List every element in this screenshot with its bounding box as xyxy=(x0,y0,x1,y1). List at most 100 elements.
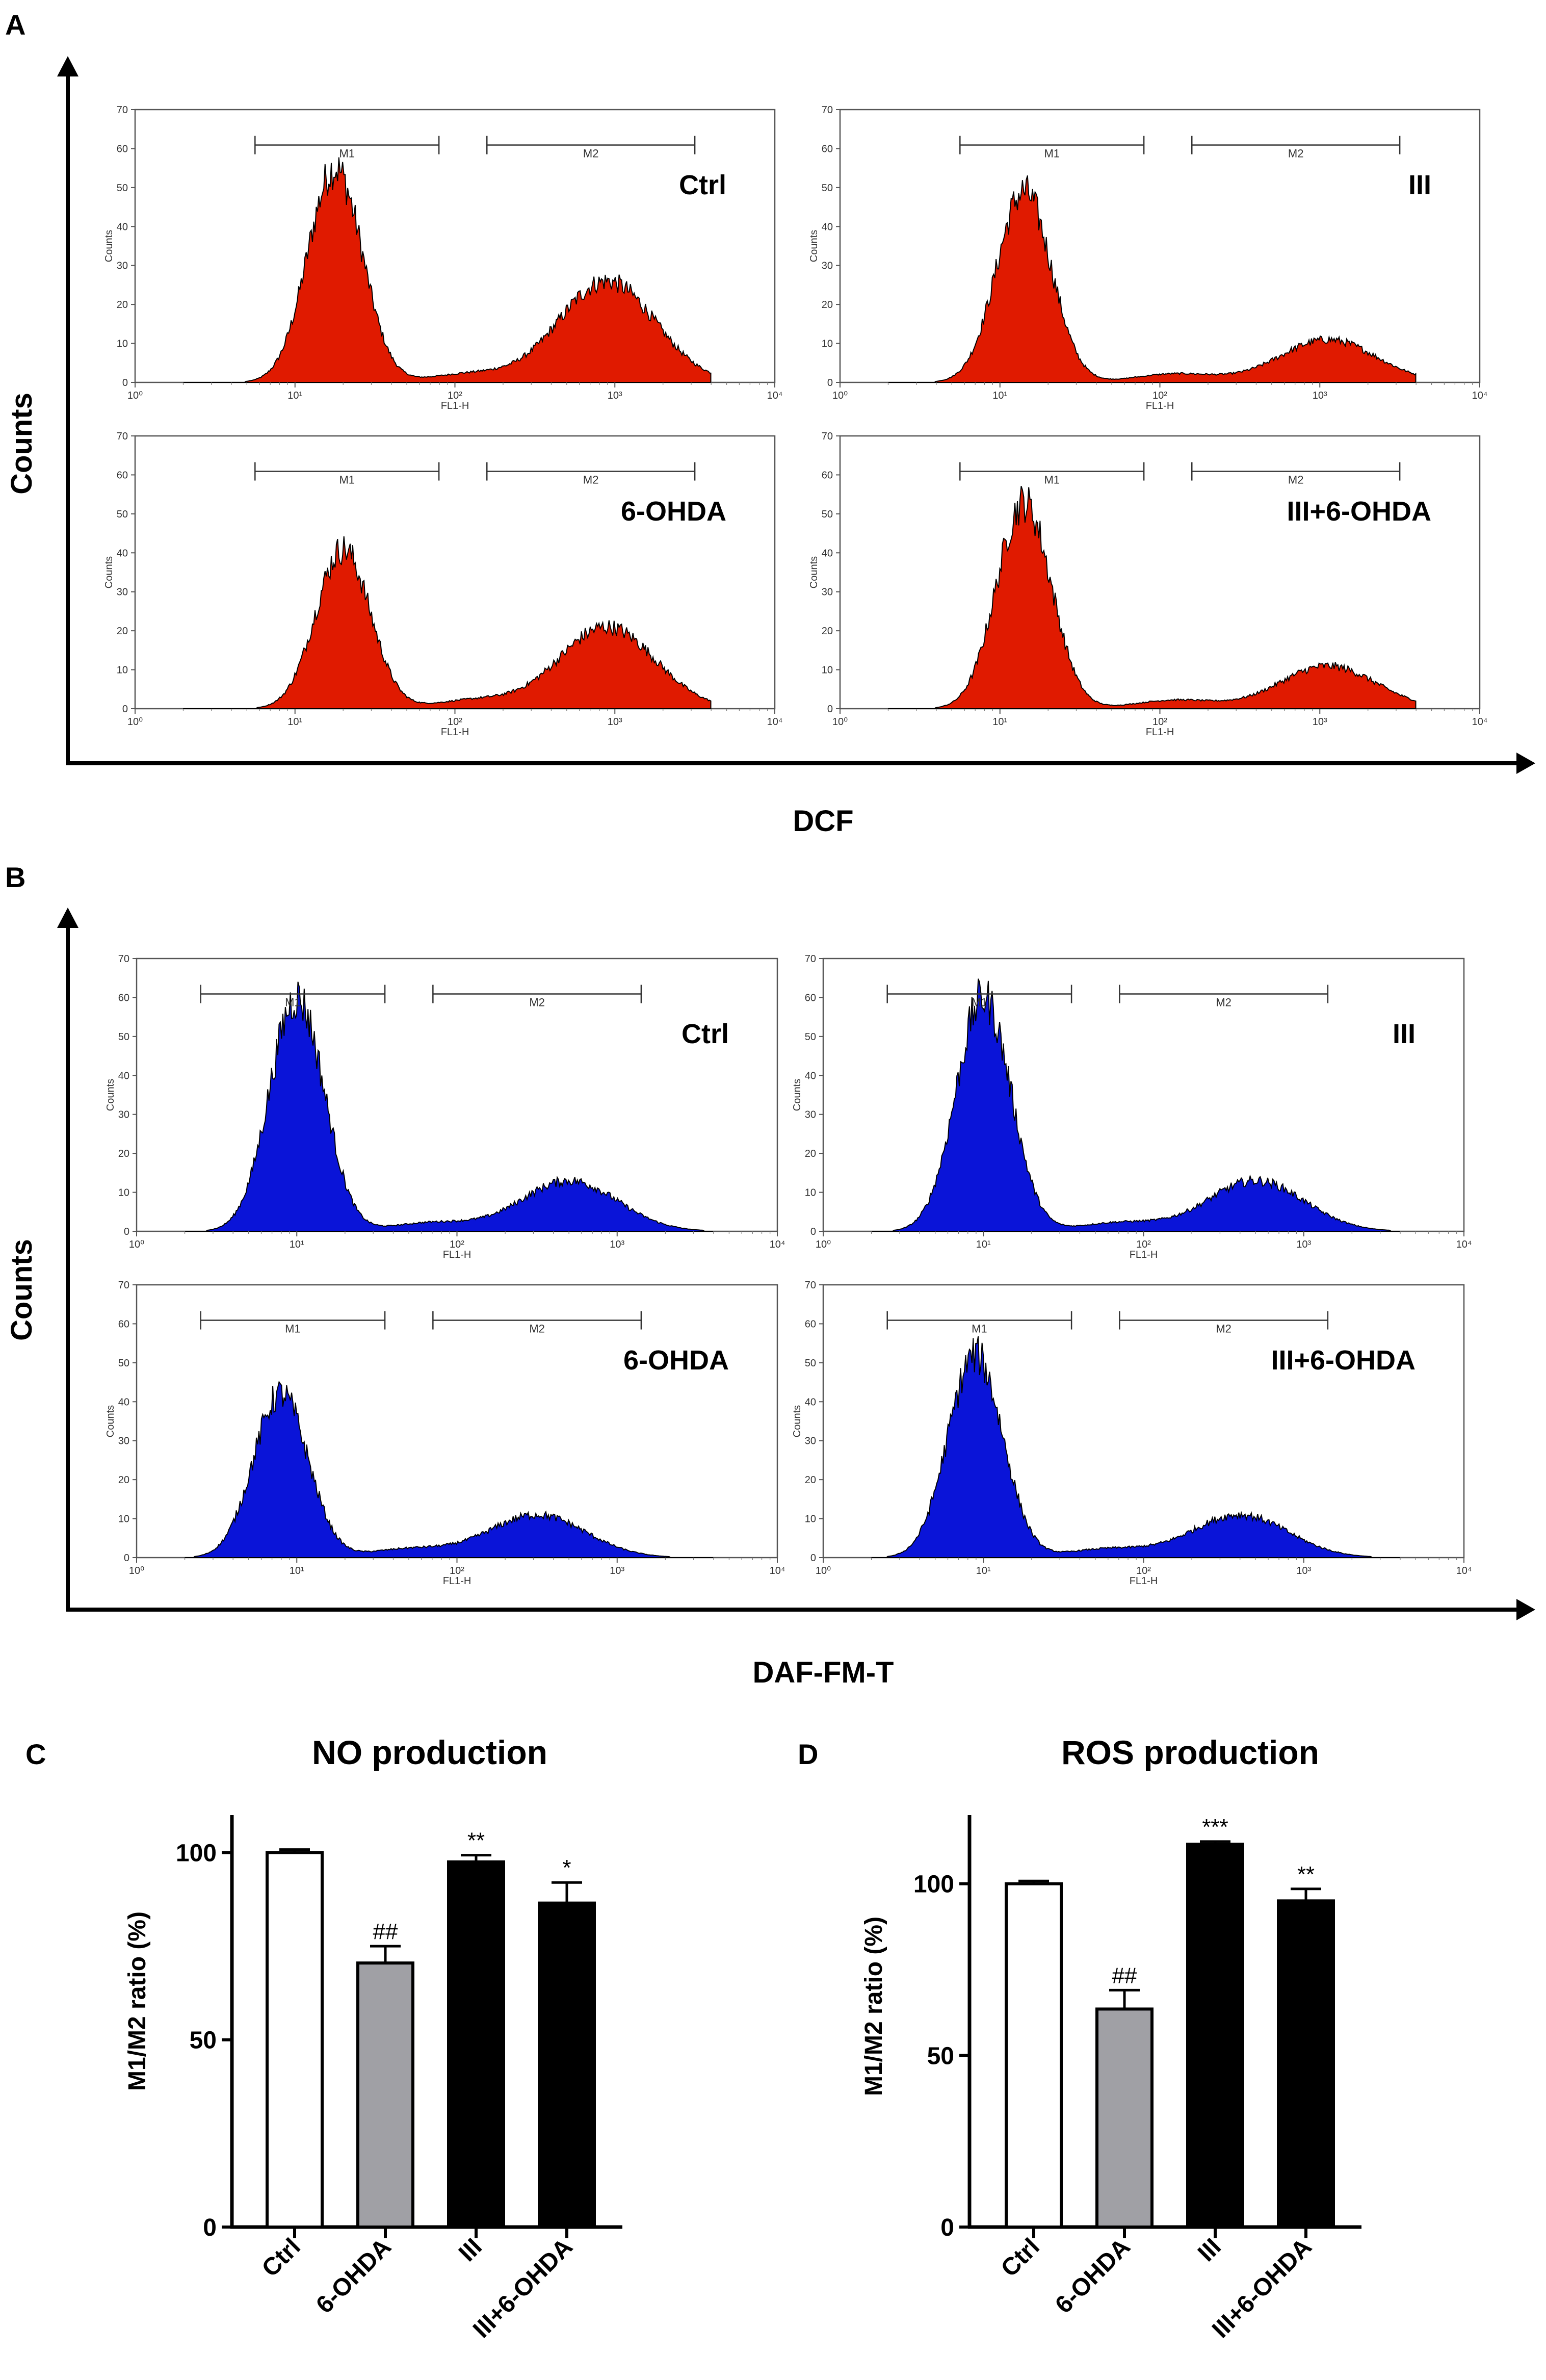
panel-d-ylabel: M1/M2 ratio (%) xyxy=(860,1917,887,2096)
x-tick-label: 10⁴ xyxy=(1472,716,1488,728)
histogram-frame xyxy=(839,109,1481,383)
y-tick-label: 30 xyxy=(805,1109,816,1121)
gate-m2-label: M2 xyxy=(1216,996,1231,1009)
y-tick-label: 0 xyxy=(827,704,833,715)
y-tick-label: 40 xyxy=(118,1396,129,1408)
y-tick-label: 60 xyxy=(118,992,129,1003)
histogram-area xyxy=(183,536,712,709)
gate-m1-label: M1 xyxy=(972,1323,987,1335)
y-tick-label: 0 xyxy=(827,377,833,389)
x-tick-label: 10¹ xyxy=(992,390,1007,401)
y-tick-label: 0 xyxy=(940,2214,954,2241)
bar-iii-6-ohda xyxy=(1277,1899,1335,2229)
x-tick-label: 10⁰ xyxy=(129,1565,144,1576)
x-tick-label: 10⁰ xyxy=(129,1239,144,1250)
y-tick-label: 40 xyxy=(117,221,128,232)
y-tick-label: 20 xyxy=(805,1474,816,1486)
y-tick-label: 70 xyxy=(118,1280,129,1291)
y-tick-label: 10 xyxy=(118,1187,129,1199)
x-tick-label: 10² xyxy=(448,390,462,401)
histogram-6-ohda: 0 10 20 30 40 50 60 70 Counts 10⁰ 10¹ 10² 10³ 10⁴ FL1-… xyxy=(103,431,782,738)
gate-m1-label: M1 xyxy=(1044,474,1060,486)
y-tick-label: 0 xyxy=(810,1553,816,1564)
subplot-ylabel: Counts xyxy=(808,556,820,588)
x-tick-label: 10³ xyxy=(608,716,622,728)
y-tick-label: 40 xyxy=(822,221,833,232)
panel-b-x-arrowhead xyxy=(1516,1599,1535,1620)
subplot-xlabel: FL1-H xyxy=(443,1249,471,1260)
bar-ctrl xyxy=(1005,1882,1063,2229)
x-tick-label: 10³ xyxy=(1296,1565,1311,1576)
y-tick-label: 30 xyxy=(805,1436,816,1447)
panel-c: C NO production M1/M2 ratio (%) 0 50 100 Ct… xyxy=(25,1734,622,2343)
subplot-ylabel: Counts xyxy=(103,556,115,588)
panel-a-histograms: 0 10 20 30 40 50 60 70 Counts 10⁰ 10¹ 10² 10³ 10⁴ FL1-… xyxy=(103,105,1487,738)
y-tick-label: 60 xyxy=(822,470,833,481)
x-tick-label: 10² xyxy=(1152,716,1167,728)
condition-label: Ctrl xyxy=(679,170,726,200)
panel-a-ylabel: Counts xyxy=(5,393,38,495)
subplot-ylabel: Counts xyxy=(808,230,820,262)
y-tick-label: 10 xyxy=(805,1187,816,1199)
panel-a-x-arrowhead xyxy=(1516,753,1535,774)
significance-label: ## xyxy=(373,1919,398,1944)
y-tick-label: 50 xyxy=(805,1031,816,1043)
subplot-xlabel: FL1-H xyxy=(443,1575,471,1587)
y-tick-label: 60 xyxy=(805,992,816,1003)
gate-m2-label: M2 xyxy=(529,1323,545,1335)
y-tick-label: 60 xyxy=(117,143,128,154)
x-tick-label: 10² xyxy=(1136,1565,1151,1576)
panel-c-title: NO production xyxy=(312,1734,547,1771)
x-tick-label: 10⁴ xyxy=(1472,390,1488,401)
x-tick-label: 10² xyxy=(1152,390,1167,401)
histogram-iii: 0 10 20 30 40 50 60 70 Counts 10⁰ 10¹ 10² 10³ 10⁴ FL1-… xyxy=(792,953,1472,1260)
subplot-ylabel: Counts xyxy=(105,1079,116,1111)
gate-m2-label: M2 xyxy=(1288,147,1304,160)
y-tick-label: 50 xyxy=(117,509,128,520)
histogram-area xyxy=(871,978,1400,1232)
subplot-xlabel: FL1-H xyxy=(1130,1249,1158,1260)
y-tick-label: 70 xyxy=(117,431,128,442)
y-tick-label: 20 xyxy=(822,299,833,311)
x-tick-label: 10¹ xyxy=(992,716,1007,728)
y-tick-label: 50 xyxy=(118,1031,129,1043)
y-tick-label: 70 xyxy=(822,431,833,442)
x-tick-label: 10² xyxy=(1136,1239,1151,1250)
condition-label: III+6-OHDA xyxy=(1287,496,1431,527)
condition-label: 6-OHDA xyxy=(623,1345,729,1376)
gate-m1-label: M1 xyxy=(972,996,987,1009)
category-label: 6-OHDA xyxy=(1050,2233,1136,2319)
x-tick-label: 10⁴ xyxy=(767,390,783,401)
y-tick-label: 20 xyxy=(117,299,128,311)
subplot-ylabel: Counts xyxy=(792,1079,803,1111)
y-tick-label: 20 xyxy=(805,1148,816,1159)
gate-m1-label: M1 xyxy=(285,996,301,1009)
histogram-iii: 0 10 20 30 40 50 60 70 Counts 10⁰ 10¹ 10² 10³ 10⁴ FL1-… xyxy=(808,105,1487,411)
x-tick-label: 10² xyxy=(450,1565,464,1576)
x-tick-label: 10⁰ xyxy=(832,390,848,401)
histogram-area xyxy=(888,485,1417,709)
histogram-area xyxy=(185,1380,714,1558)
x-tick-label: 10¹ xyxy=(287,716,302,728)
y-tick-label: 60 xyxy=(118,1318,129,1330)
x-tick-label: 10⁴ xyxy=(1456,1565,1472,1576)
condition-label: III+6-OHDA xyxy=(1271,1345,1416,1376)
histogram-area xyxy=(888,175,1417,383)
x-tick-label: 10³ xyxy=(610,1565,624,1576)
y-tick-label: 0 xyxy=(122,377,128,389)
condition-label: III xyxy=(1393,1019,1416,1049)
gate-m2-label: M2 xyxy=(1216,1323,1231,1335)
y-tick-label: 70 xyxy=(117,105,128,116)
gate-m2-label: M2 xyxy=(583,147,599,160)
y-tick-label: 10 xyxy=(805,1514,816,1525)
x-tick-label: 10¹ xyxy=(287,390,302,401)
x-tick-label: 10⁰ xyxy=(816,1565,831,1576)
x-tick-label: 10⁴ xyxy=(767,716,783,728)
y-tick-label: 30 xyxy=(822,587,833,598)
x-tick-label: 10³ xyxy=(608,390,622,401)
x-tick-label: 10⁴ xyxy=(770,1565,785,1576)
x-tick-label: 10¹ xyxy=(290,1565,304,1576)
y-tick-label: 0 xyxy=(203,2214,217,2241)
panel-label-a: A xyxy=(5,9,25,41)
